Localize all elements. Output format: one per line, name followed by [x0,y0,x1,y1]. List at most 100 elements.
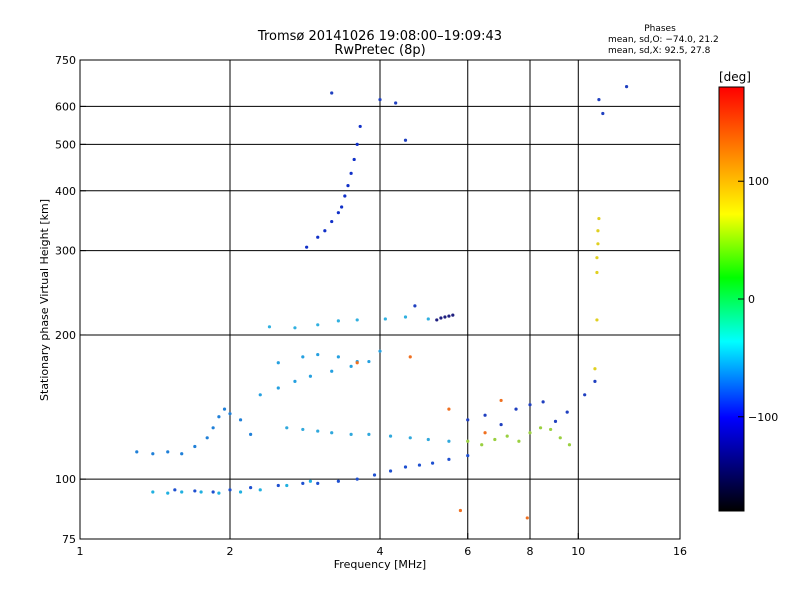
x-tick-label: 16 [673,545,687,558]
stats-x-line: mean, sd,X: 92.5, 27.8 [608,46,711,56]
data-point [151,452,155,456]
data-point [228,412,232,416]
data-point [135,450,139,454]
data-point [483,431,487,435]
data-point [193,489,197,493]
data-point [596,229,600,233]
data-point [330,91,334,95]
data-point [352,157,356,162]
data-point [558,436,562,440]
data-point [624,84,629,89]
data-point [528,403,532,407]
data-point [549,427,553,432]
data-point [180,452,184,456]
data-point [447,314,451,318]
data-point [343,194,347,198]
data-point [367,359,371,364]
data-point [355,477,359,481]
data-point [249,486,253,490]
y-tick-label: 300 [55,245,76,258]
data-point [378,97,382,102]
data-point [330,219,334,224]
data-point [305,245,309,249]
data-point [285,426,289,430]
data-point [336,211,340,215]
data-point [596,242,600,246]
data-point [349,364,353,368]
data-point [553,419,558,423]
data-point [372,473,377,477]
data-point [443,315,447,319]
data-point [565,410,569,414]
data-point [466,418,470,422]
data-point [439,316,443,320]
data-point [367,432,371,437]
data-point [451,313,455,317]
y-tick-label: 200 [55,329,76,342]
data-point [525,516,529,520]
data-point [316,481,320,485]
data-point [447,457,451,461]
axis-ticks: 1 2 4 6 8 10 16 75 100 200 300 400 500 600 750 [55,54,687,558]
data-point [217,415,221,419]
data-point [349,432,353,437]
colorbar-tick-label: 100 [748,175,769,188]
data-point [173,488,177,492]
data-point [538,426,543,430]
data-point [293,379,297,383]
data-point [517,439,521,443]
data-point [316,235,320,239]
data-point [355,361,359,365]
data-point [593,379,597,383]
data-point [340,205,344,209]
data-point [349,171,353,175]
data-point [222,407,227,411]
data-point [323,229,327,233]
data-point [301,355,305,359]
data-point [316,352,320,357]
colorbar-tick-label: 0 [748,293,755,306]
data-point [383,317,387,321]
data-point [199,490,203,494]
data-point [435,318,439,322]
data-points [135,84,629,520]
data-point [388,469,393,473]
data-point [355,142,359,146]
data-point [458,508,463,513]
data-point [403,138,408,142]
data-point [336,319,340,323]
colorbar-label: [deg] [719,70,751,84]
data-point [597,216,601,221]
data-point [499,398,503,403]
data-point [336,355,340,359]
colorbar-tick-label: −100 [748,411,778,424]
data-point [408,355,412,359]
data-point [276,483,280,488]
data-point [417,463,422,467]
data-point [249,432,253,437]
x-tick-label: 8 [527,545,534,558]
colorbar-ticks: 100 0 −100 [738,175,778,424]
data-point [447,439,451,443]
data-point [276,361,280,365]
data-point [267,325,272,329]
data-point [430,461,435,465]
data-point [276,386,280,390]
data-point [301,427,305,432]
data-point [166,491,170,495]
data-point [595,270,599,275]
data-point [358,124,362,129]
chart-title: Tromsø 20141026 19:08:00–19:09:43 [257,29,502,44]
data-point [211,426,215,430]
data-point [211,490,215,494]
y-tick-label: 100 [55,473,76,486]
data-point [193,444,197,449]
data-point [308,374,313,378]
y-tick-label: 750 [55,54,76,67]
data-point [388,434,393,438]
data-point [293,326,297,330]
x-tick-label: 6 [464,545,471,558]
x-tick-label: 1 [77,545,84,558]
data-point [330,431,334,435]
